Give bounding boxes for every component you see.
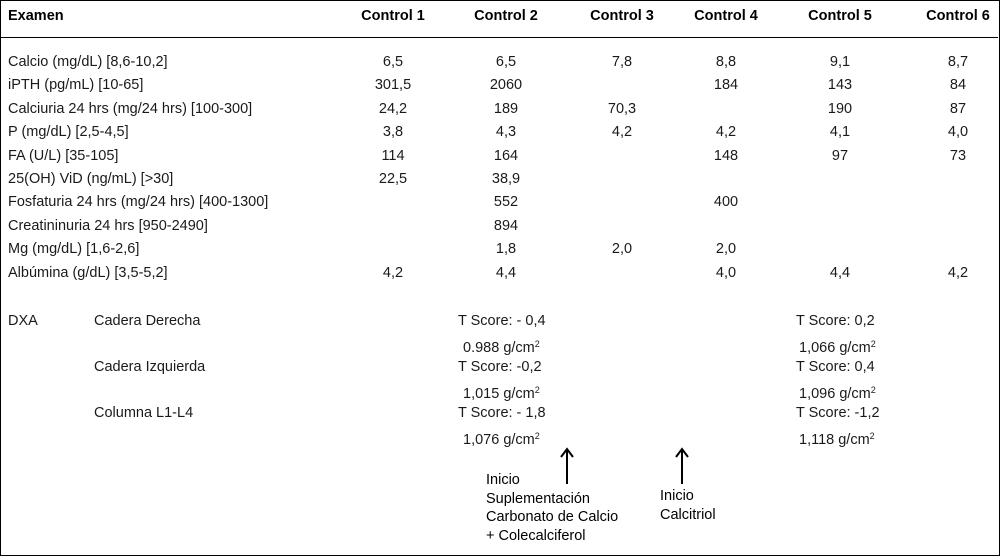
row-value-control-6: 84 [949,77,967,94]
row-label: Calcio (mg/dL) [8,6-10,2] [8,54,168,70]
header-control-5: Control 5 [808,8,872,24]
dxa-site-cadera-izquierda: Cadera Izquierda [94,359,206,375]
row-label: 25(OH) ViD (ng/mL) [>30] [8,171,174,187]
header-control-6: Control 6 [926,8,990,24]
row-label: FA (U/L) [35-105] [8,147,119,164]
header-examen: Examen [8,8,64,24]
row-value-control-5: 190 [827,100,853,117]
header-control-4: Control 4 [694,8,758,24]
row-value-control-2: 894 [493,217,519,234]
dxa-label: DXA [8,313,38,329]
row-value-control-2: 4,3 [495,124,517,141]
row-value-control-2: 1,8 [495,241,517,258]
dxa-c5-density-columna: 1,118 g/cm2 [799,431,875,448]
header-control-3: Control 3 [590,8,654,24]
row-value-control-4: 4,2 [715,124,737,141]
row-value-control-2: 189 [493,100,519,117]
dxa-site-columna: Columna L1-L4 [94,405,194,421]
row-value-control-4: 400 [713,194,739,211]
row-value-control-4: 148 [713,147,739,164]
row-value-control-5: 4,4 [829,264,851,281]
row-value-control-3: 4,2 [611,124,633,141]
dxa-c2-tscore-columna: T Score: - 1,8 [458,405,546,421]
note-suplementacion: Inicio Suplementación Carbonato de Calci… [486,472,619,544]
note-calcitriol: Inicio Calcitriol [660,488,716,523]
dxa-c2-tscore-cadera-derecha: T Score: - 0,4 [458,313,546,329]
row-value-control-2: 164 [493,147,519,164]
up-arrow-icon [675,447,689,484]
row-value-control-2: 38,9 [491,171,521,187]
row-value-control-1: 4,2 [382,264,404,281]
dxa-c5-tscore-cadera-derecha: T Score: 0,2 [796,313,875,329]
row-value-control-2: 2060 [489,77,523,94]
dxa-c5-tscore-columna: T Score: -1,2 [796,405,880,421]
row-value-control-4: 8,8 [715,54,737,70]
row-value-control-1: 6,5 [382,54,404,70]
dxa-c2-density-cadera-izquierda: 1,015 g/cm2 [463,385,540,402]
row-value-control-3: 2,0 [611,241,633,258]
dxa-c5-density-cadera-derecha: 1,066 g/cm2 [799,339,876,356]
row-label: P (mg/dL) [2,5-4,5] [8,124,129,141]
row-value-control-1: 3,8 [382,124,404,141]
row-value-control-4: 184 [713,77,739,94]
dxa-c2-tscore-cadera-izquierda: T Score: -0,2 [458,359,542,375]
row-label: Calciuria 24 hrs (mg/24 hrs) [100-300] [8,100,253,117]
dxa-c5-density-cadera-izquierda: 1,096 g/cm2 [799,385,876,402]
row-label: Mg (mg/dL) [1,6-2,6] [8,241,140,258]
row-value-control-4: 4,0 [715,264,737,281]
row-value-control-2: 6,5 [495,54,517,70]
row-value-control-1: 301,5 [374,77,412,94]
row-value-control-5: 143 [827,77,853,94]
row-value-control-6: 87 [949,100,967,117]
row-value-control-6: 73 [949,147,967,164]
row-value-control-4: 2,0 [715,241,737,258]
row-value-control-5: 4,1 [829,124,851,141]
row-value-control-1: 114 [381,147,405,164]
row-value-control-6: 8,7 [947,54,969,70]
row-value-control-5: 9,1 [829,54,851,70]
dxa-c2-density-cadera-derecha: 0.988 g/cm2 [463,339,540,356]
row-label: Fosfaturia 24 hrs (mg/24 hrs) [400-1300] [8,194,269,211]
row-value-control-3: 7,8 [611,54,633,70]
header-control-1: Control 1 [361,8,425,24]
row-label: iPTH (pg/mL) [10-65] [8,77,144,94]
row-label: Creatininuria 24 hrs [950-2490] [8,217,208,234]
dxa-c2-density-columna: 1,076 g/cm2 [463,431,540,448]
row-value-control-6: 4,2 [947,264,969,281]
dxa-site-cadera-derecha: Cadera Derecha [94,313,201,329]
header-control-2: Control 2 [474,8,538,24]
row-value-control-2: 552 [493,194,519,211]
header-divider [1,37,998,38]
dxa-c5-tscore-cadera-izquierda: T Score: 0,4 [796,359,875,375]
row-value-control-1: 24,2 [378,100,408,117]
row-label: Albúmina (g/dL) [3,5-5,2] [8,264,168,281]
up-arrow-icon [560,447,574,484]
row-value-control-3: 70,3 [607,100,637,117]
row-value-control-6: 4,0 [947,124,969,141]
row-value-control-1: 22,5 [378,171,408,187]
row-value-control-2: 4,4 [495,264,517,281]
row-value-control-5: 97 [831,147,849,164]
